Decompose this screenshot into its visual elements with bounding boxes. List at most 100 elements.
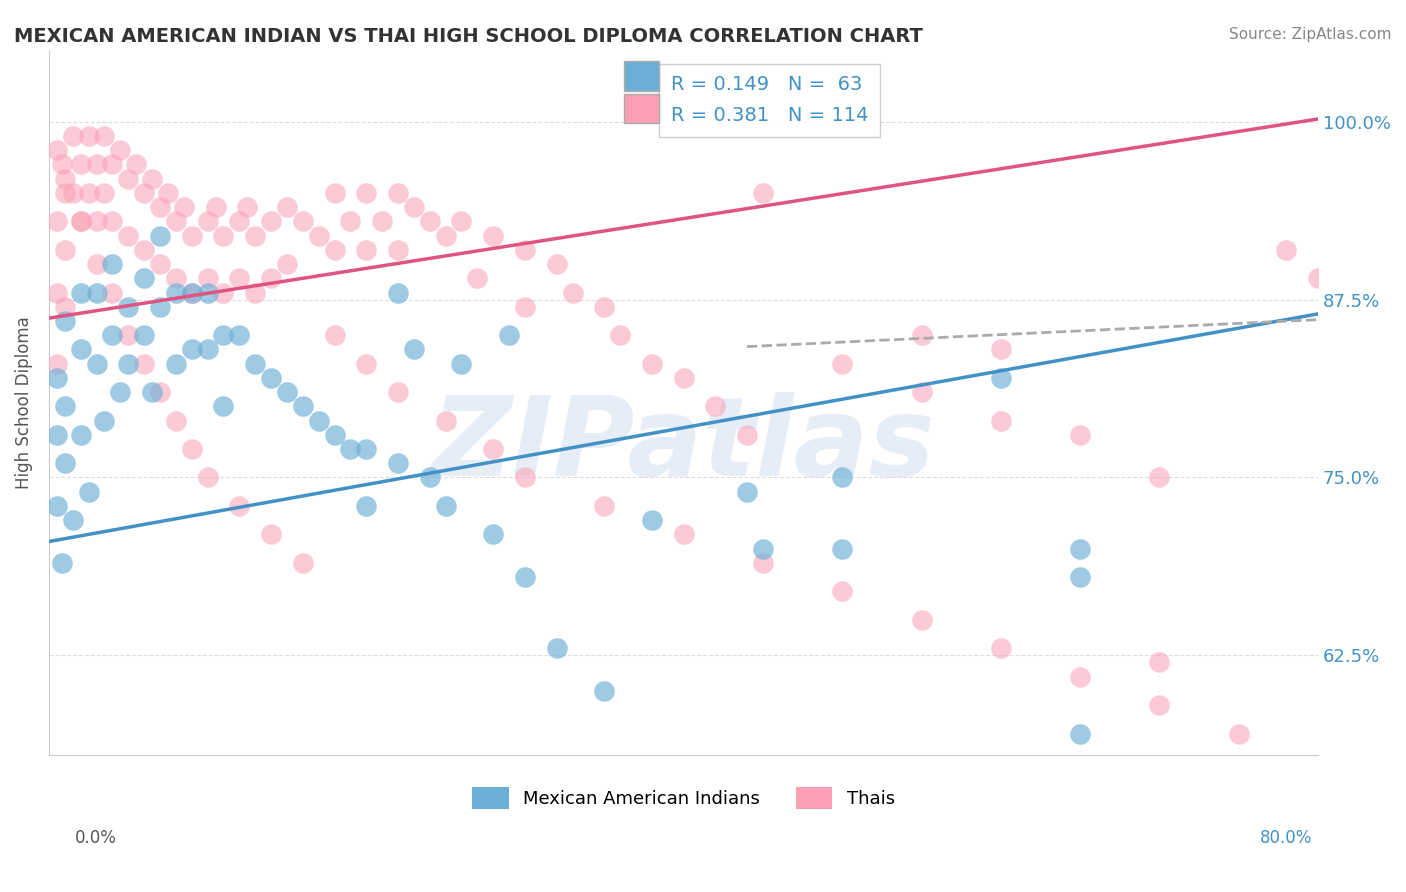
Point [93,413,115,427]
Point [1149,656,1171,670]
Point [308,413,330,427]
Point [356,442,378,456]
Point [482,442,505,456]
Point [339,214,361,228]
Point [45,285,67,300]
Point [260,371,283,385]
Point [291,214,314,228]
Point [165,285,187,300]
Point [419,214,441,228]
Point [117,171,139,186]
Point [831,541,853,556]
Point [86,285,108,300]
Point [69,157,91,171]
Point [498,328,520,343]
Point [156,186,179,200]
Point [141,171,163,186]
Point [308,228,330,243]
Point [260,214,283,228]
Point [593,684,616,698]
Point [990,343,1012,357]
Point [482,228,505,243]
Point [197,470,219,484]
Point [149,228,172,243]
Point [51,157,73,171]
Point [387,456,409,470]
Point [134,357,156,371]
Point [69,285,91,300]
Point [197,271,219,285]
Point [53,186,76,200]
Point [45,499,67,513]
Point [387,285,409,300]
Point [704,400,727,414]
Point [77,129,100,144]
Y-axis label: High School Diploma: High School Diploma [15,317,32,489]
Point [117,357,139,371]
Point [1275,243,1298,257]
Point [110,143,132,157]
Point [236,200,259,214]
Point [356,186,378,200]
Point [831,357,853,371]
Point [45,371,67,385]
Point [387,243,409,257]
Text: R = 0.149   N =  63
R = 0.381   N = 114: R = 0.149 N = 63 R = 0.381 N = 114 [671,75,869,126]
Point [990,371,1012,385]
Point [125,157,148,171]
Point [593,300,616,314]
Point [402,343,425,357]
Point [53,400,76,414]
Point [276,200,298,214]
Point [513,300,536,314]
Point [53,314,76,328]
Point [735,484,758,499]
Point [990,641,1012,656]
Point [117,328,139,343]
Point [117,300,139,314]
Point [1149,698,1171,712]
Point [1386,328,1406,343]
Point [434,228,457,243]
Point [356,499,378,513]
Point [53,456,76,470]
Point [69,214,91,228]
Point [371,214,394,228]
Point [641,357,664,371]
Point [197,214,219,228]
Point [197,343,219,357]
Point [180,285,202,300]
Point [93,129,115,144]
Point [165,271,187,285]
Legend: Mexican American Indians, Thais: Mexican American Indians, Thais [465,780,901,816]
Point [1069,541,1091,556]
Point [212,228,235,243]
Point [831,470,853,484]
Point [69,343,91,357]
Text: 0.0%: 0.0% [75,829,117,847]
Point [77,484,100,499]
Point [149,300,172,314]
Text: Source: ZipAtlas.com: Source: ZipAtlas.com [1229,27,1392,42]
Point [53,300,76,314]
Point [93,186,115,200]
Point [228,214,250,228]
Point [134,186,156,200]
Point [134,328,156,343]
Point [45,214,67,228]
Point [134,271,156,285]
FancyBboxPatch shape [624,94,659,123]
Point [101,328,124,343]
Point [45,427,67,442]
Point [990,413,1012,427]
Point [180,442,202,456]
Point [86,214,108,228]
Point [134,243,156,257]
Point [752,541,775,556]
Point [1069,570,1091,584]
Point [62,513,84,527]
Point [165,413,187,427]
Point [86,357,108,371]
Point [910,613,932,627]
Point [276,257,298,271]
